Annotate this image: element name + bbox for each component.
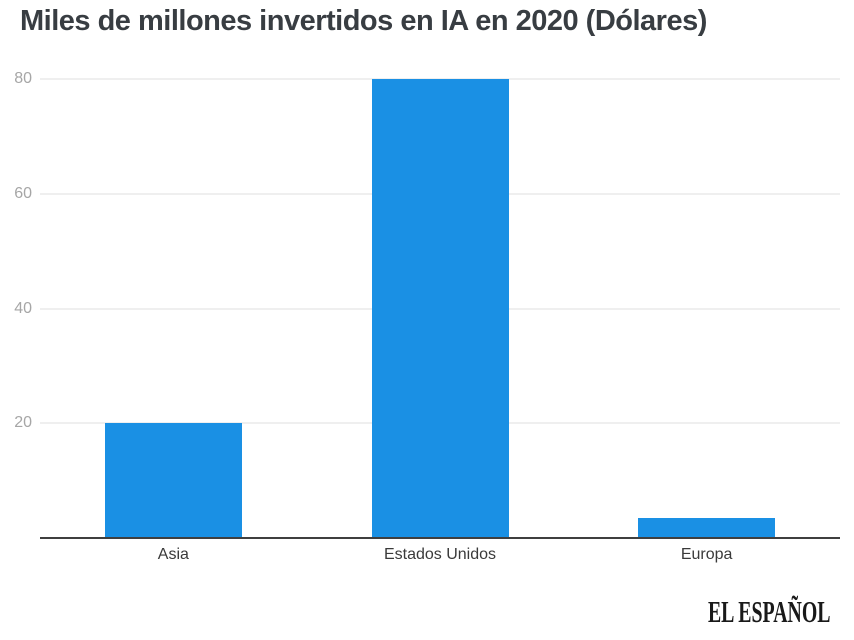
bar-europa — [638, 517, 776, 538]
el-espanol-logo: EL ESPAÑOL — [708, 594, 831, 629]
chart-title: Miles de millones invertidos en IA en 20… — [20, 5, 707, 37]
x-tick-label-asia: Asia — [157, 546, 189, 563]
y-tick-label-20: 20 — [14, 414, 32, 432]
bar-estados-unidos — [371, 79, 509, 538]
y-tick-label-80: 80 — [14, 70, 32, 87]
y-tick-label-40: 40 — [14, 299, 32, 317]
bar-asia — [104, 423, 242, 538]
x-tick-label-europa: Europa — [680, 546, 733, 563]
x-axis-line — [40, 537, 840, 539]
x-tick-label-estados-unidos: Estados Unidos — [383, 546, 497, 563]
y-tick-label-60: 60 — [14, 184, 32, 202]
